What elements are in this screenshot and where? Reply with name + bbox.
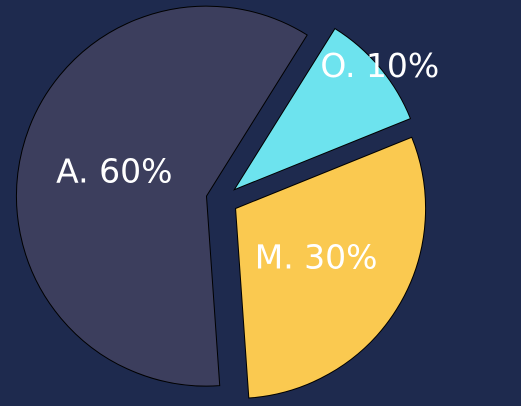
slice-label: O. 10% bbox=[320, 46, 439, 85]
slice-label: A. 60% bbox=[56, 152, 172, 191]
pie-slice bbox=[16, 5, 308, 387]
pie-slice bbox=[233, 27, 412, 191]
slice-label: M. 30% bbox=[255, 237, 378, 276]
pie-slice bbox=[235, 136, 426, 399]
